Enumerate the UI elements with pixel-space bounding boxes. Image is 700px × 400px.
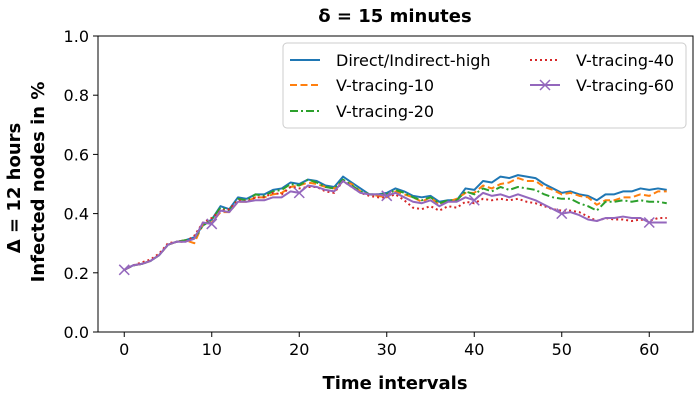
x-tick-label: 60: [639, 340, 659, 359]
plot-frame: [97, 35, 694, 333]
series-line-2: [123, 177, 667, 271]
y-tick-label: 0.8: [64, 86, 89, 105]
x-tick-label: 0: [119, 340, 129, 359]
y-tick-label: 0.0: [64, 323, 89, 342]
series-marker-x: [556, 208, 568, 220]
legend-label: V-tracing-20: [336, 102, 434, 121]
y-tick-label: 1.0: [64, 27, 89, 46]
legend-item-4: V-tracing-40: [530, 51, 674, 70]
chart-title: δ = 15 minutes: [318, 6, 471, 27]
series-marker-x: [206, 218, 218, 230]
series-marker-x: [381, 190, 393, 202]
series-marker-x: [293, 187, 305, 199]
x-tick-label: 20: [289, 340, 309, 359]
y-tick-label: 0.2: [64, 264, 89, 283]
legend: Direct/Indirect-high V-tracing-10 V-tracin…: [282, 42, 687, 129]
legend-item-3: V-tracing-20: [290, 102, 434, 121]
legend-box: [282, 42, 687, 129]
y-axis-label-group: Δ = 12 hours Infected nodes in %: [4, 82, 49, 283]
y-axis-label-line1: Δ = 12 hours: [4, 123, 25, 253]
legend-item-2: V-tracing-10: [290, 76, 434, 95]
legend-item-1: Direct/Indirect-high: [290, 51, 491, 70]
series-marker-x: [118, 264, 130, 276]
x-tick-label: 30: [377, 340, 397, 359]
legend-item-5: V-tracing-60: [530, 76, 674, 95]
y-tick-label: 0.4: [64, 205, 89, 224]
series-marker-x: [468, 194, 480, 206]
legend-label: V-tracing-40: [576, 51, 674, 70]
series-line-5: [123, 180, 667, 271]
legend-label: V-tracing-60: [576, 76, 674, 95]
x-axis-label: Time intervals: [322, 373, 467, 394]
y-tick-label: 0.6: [64, 145, 89, 164]
axes: 0 10 20 30 40 50 60 0.0 0.2 0.4 0.6 0.8 1.0: [64, 27, 694, 359]
legend-label: Direct/Indirect-high: [336, 51, 491, 70]
series-line-4: [123, 180, 667, 271]
plot-series: [118, 174, 667, 276]
series-line-3: [123, 178, 667, 271]
x-tick-label: 40: [464, 340, 484, 359]
y-axis-label-line2: Infected nodes in %: [28, 82, 49, 283]
x-tick-label: 10: [202, 340, 222, 359]
x-tick-label: 50: [552, 340, 572, 359]
series-marker-x: [643, 216, 655, 229]
legend-label: V-tracing-10: [336, 76, 434, 95]
